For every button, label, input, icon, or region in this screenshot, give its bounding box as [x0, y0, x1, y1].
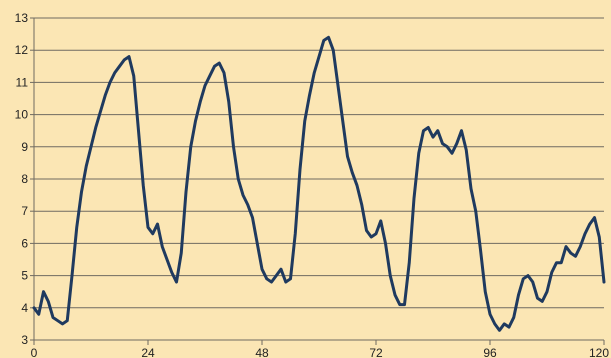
y-tick-label: 13: [15, 11, 29, 25]
x-tick-label: 96: [483, 346, 497, 358]
y-tick-label: 4: [21, 301, 28, 315]
x-tick-label: 72: [369, 346, 383, 358]
tick-labels: 3 4 5 6 7 8 9 10 11 12 13 0 24 48 72 96 120: [15, 11, 610, 358]
y-tick-label: 12: [15, 43, 29, 57]
y-tick-label: 11: [16, 75, 29, 89]
x-tick-label: 120: [589, 346, 609, 358]
y-tick-label: 7: [21, 204, 28, 218]
series-line: [32, 35, 606, 332]
gridlines: [34, 17, 604, 341]
series-layer: [32, 35, 606, 332]
x-tick-label: 0: [31, 346, 38, 358]
y-tick-label: 5: [21, 269, 28, 283]
y-tick-label: 8: [21, 172, 28, 186]
y-tick-label: 10: [15, 108, 29, 122]
y-tick-label: 9: [21, 140, 28, 154]
y-tick-label: 6: [21, 236, 28, 250]
x-tick-label: 24: [141, 346, 155, 358]
axes: [30, 17, 605, 345]
y-tick-label: 3: [21, 333, 28, 347]
x-tick-label: 48: [255, 346, 269, 358]
